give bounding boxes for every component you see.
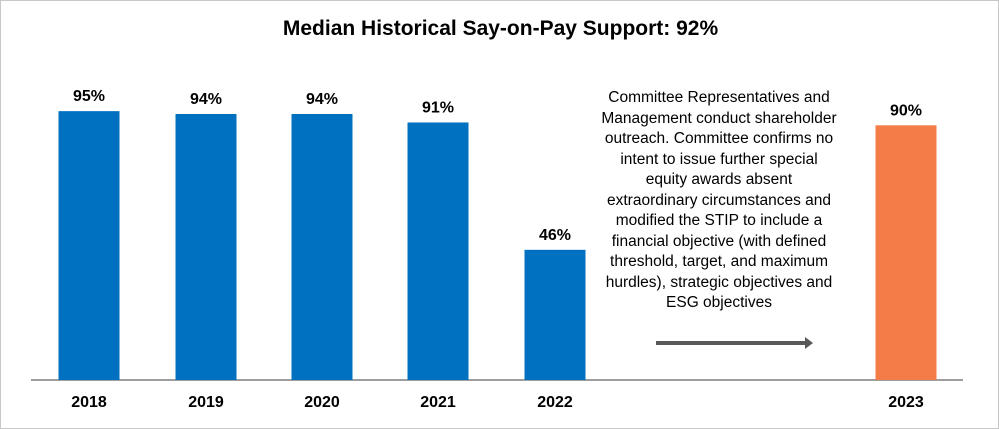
- chart-title: Median Historical Say-on-Pay Support: 92…: [282, 17, 719, 40]
- data-label-2021: 91%: [422, 99, 454, 116]
- data-label-2019: 94%: [190, 91, 222, 108]
- bar-2018: [58, 111, 120, 381]
- bar-2021: [407, 122, 469, 380]
- data-label-2020: 94%: [306, 91, 338, 108]
- bar-2022: [524, 249, 586, 380]
- data-label-2022: 46%: [539, 227, 571, 244]
- data-label-2018: 95%: [73, 88, 105, 105]
- bar-2023: [875, 125, 937, 380]
- x-tick-2022: 2022: [537, 394, 573, 411]
- x-tick-2021: 2021: [420, 394, 456, 411]
- annotation-text: Committee Representatives and Management…: [601, 89, 837, 311]
- x-tick-2020: 2020: [304, 394, 340, 411]
- x-tick-2023: 2023: [888, 394, 924, 411]
- x-tick-2019: 2019: [188, 394, 224, 411]
- x-tick-2018: 2018: [71, 394, 107, 411]
- data-label-2023: 90%: [890, 102, 922, 119]
- bar-2020: [291, 113, 353, 380]
- bar-2019: [175, 113, 237, 380]
- timeline-arrow-head: [805, 337, 813, 349]
